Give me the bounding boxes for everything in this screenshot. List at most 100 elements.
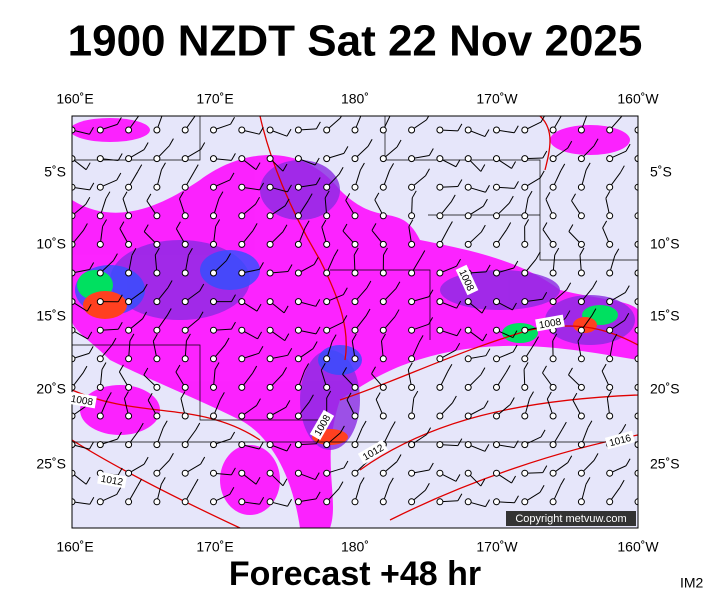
station xyxy=(436,355,444,363)
station xyxy=(436,183,444,191)
wind-barb xyxy=(82,223,88,231)
station xyxy=(379,355,387,363)
station xyxy=(294,126,302,134)
station xyxy=(125,383,133,391)
wind-barb xyxy=(390,421,396,429)
wind-barb xyxy=(116,172,122,181)
wind-barb xyxy=(513,260,519,269)
wind-barb xyxy=(175,364,181,373)
wind-barb xyxy=(480,164,486,172)
wind-barb xyxy=(163,106,167,113)
wind-barb xyxy=(230,116,235,125)
wind-barb xyxy=(87,331,93,340)
wind-barb xyxy=(651,340,655,347)
lon-label: 160˚E xyxy=(56,539,93,555)
wind-barb xyxy=(619,479,625,488)
wind-barb xyxy=(154,247,160,256)
wind-barb xyxy=(287,498,292,507)
wind-barb xyxy=(124,391,129,399)
wind-barb xyxy=(484,129,490,137)
station xyxy=(96,240,104,248)
station xyxy=(464,240,472,248)
station xyxy=(351,240,359,248)
wind-barb xyxy=(139,108,143,115)
wind-barb xyxy=(506,222,512,230)
wind-barb xyxy=(137,164,143,172)
wind-barb xyxy=(353,247,359,256)
wind-barb xyxy=(482,198,488,207)
wind-barb xyxy=(346,392,352,401)
wind-barb xyxy=(371,223,377,231)
station xyxy=(493,212,500,220)
wind-barb xyxy=(637,129,638,130)
wind-barb xyxy=(567,140,573,149)
lon-label: 160˚W xyxy=(617,539,659,555)
wind-barb xyxy=(142,311,147,320)
station xyxy=(379,326,387,334)
station xyxy=(96,498,104,506)
station xyxy=(549,126,557,134)
wind-barb xyxy=(255,162,261,170)
wind-barb xyxy=(483,400,489,408)
station xyxy=(153,412,161,420)
wind-barb xyxy=(447,364,453,372)
wind-barb xyxy=(579,247,585,256)
wind-barb xyxy=(315,326,321,335)
wind-barb xyxy=(545,192,551,200)
station xyxy=(379,183,387,191)
station xyxy=(238,183,246,191)
station xyxy=(181,383,189,391)
station xyxy=(379,126,387,134)
station xyxy=(606,240,614,248)
station xyxy=(125,498,133,506)
wind-barb xyxy=(447,221,453,229)
wind-barb xyxy=(314,157,320,166)
wind-barb xyxy=(230,153,236,161)
station xyxy=(408,326,416,334)
wind-barb xyxy=(105,191,111,199)
wind-barb xyxy=(307,193,313,201)
wind-barb xyxy=(396,139,402,148)
wind-barb xyxy=(614,248,620,256)
station xyxy=(153,383,161,391)
station xyxy=(634,298,638,306)
wind-barb xyxy=(116,117,122,125)
station xyxy=(72,383,76,391)
station xyxy=(351,469,359,477)
station xyxy=(436,469,444,477)
station xyxy=(521,269,529,277)
wind-barb xyxy=(259,182,265,191)
station xyxy=(351,498,359,506)
station xyxy=(72,469,76,477)
wind-barb xyxy=(485,264,491,273)
wind-barb xyxy=(565,310,571,318)
wind-barb xyxy=(258,441,264,450)
wind-barb xyxy=(624,313,630,321)
wind-barb xyxy=(283,305,289,314)
wind-barb xyxy=(259,262,264,270)
wind-barb xyxy=(619,165,625,173)
wind-barb xyxy=(314,472,320,480)
wind-barb xyxy=(339,116,343,119)
wind-barb xyxy=(331,334,337,342)
wind-barb xyxy=(542,292,548,300)
station xyxy=(96,355,104,363)
station xyxy=(125,240,133,248)
wind-barb xyxy=(656,156,660,163)
wind-barb xyxy=(147,393,153,401)
wind-barb xyxy=(255,476,261,485)
wind-barb xyxy=(602,220,608,229)
station xyxy=(210,298,217,306)
station xyxy=(521,383,529,391)
wind-barb xyxy=(388,477,394,486)
wind-barb xyxy=(395,281,401,289)
rain-area xyxy=(80,385,160,435)
station xyxy=(266,355,274,363)
station xyxy=(606,269,614,277)
wind-barb xyxy=(411,190,417,199)
contour-label: 1012 xyxy=(97,471,127,489)
station xyxy=(634,126,638,134)
station xyxy=(96,269,104,277)
station xyxy=(577,240,585,248)
wind-barb xyxy=(366,280,372,289)
